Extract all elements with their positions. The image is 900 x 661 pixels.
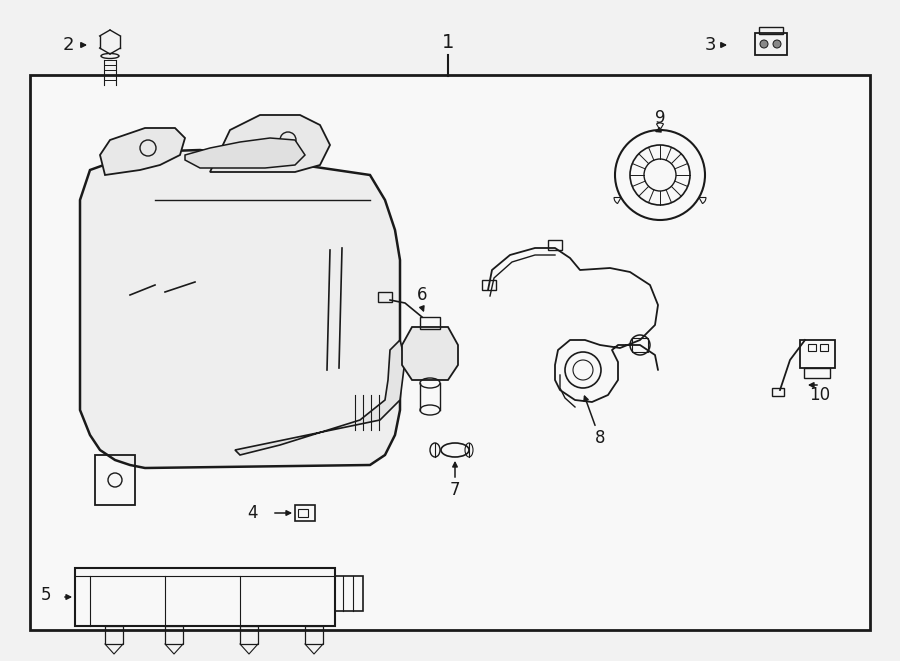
Bar [105,626,123,644]
Bar [420,317,440,329]
Text: 8: 8 [595,429,605,447]
Text: 1: 1 [442,32,454,52]
Bar [378,292,392,302]
Polygon shape [210,115,330,172]
Text: 4: 4 [247,504,257,522]
Bar [335,576,363,611]
Text: 6: 6 [417,286,428,304]
Bar [820,344,828,351]
Bar [165,626,183,644]
Bar [305,626,323,644]
Polygon shape [235,340,405,455]
Bar [75,568,335,626]
Circle shape [773,40,781,48]
Polygon shape [402,327,458,380]
Bar [482,280,496,290]
Polygon shape [80,150,400,468]
Bar [772,388,784,396]
Polygon shape [100,128,185,175]
Text: 9: 9 [655,109,665,127]
Bar [759,27,783,34]
Circle shape [760,40,768,48]
Bar [632,338,648,352]
Bar [804,368,830,378]
Bar [548,240,562,250]
Text: 5: 5 [40,586,51,604]
Text: 3: 3 [704,36,716,54]
Text: 10: 10 [809,386,831,404]
Bar [298,509,308,517]
Text: 7: 7 [450,481,460,499]
Text: 2: 2 [62,36,74,54]
Bar [808,344,816,351]
Bar [755,33,787,55]
Bar [800,340,835,368]
Bar [240,626,258,644]
Bar [95,455,135,505]
Polygon shape [185,138,305,168]
Bar [295,505,315,521]
Bar [30,75,870,630]
